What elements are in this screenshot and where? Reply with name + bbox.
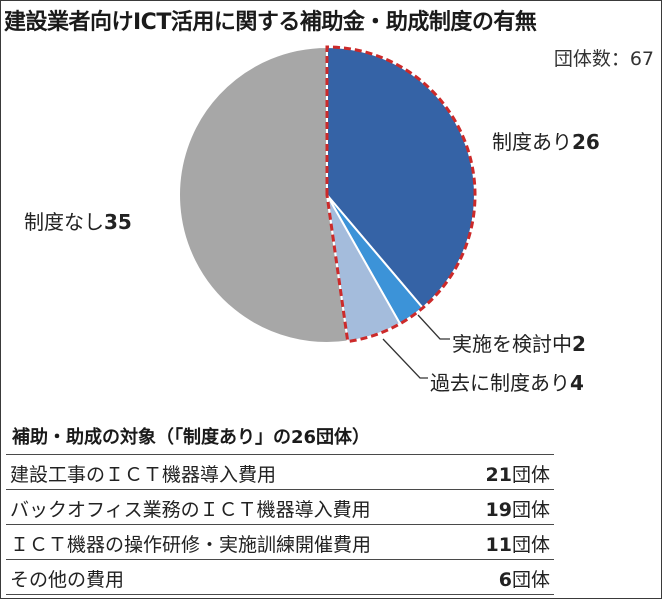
label-nashi: 制度なし35 <box>24 206 132 235</box>
targets-heading: 補助・助成の対象（「制度あり」の26団体） <box>12 427 371 448</box>
table-row: ＩＣＴ機器の操作研修・実施訓練開催費用 11団体 <box>6 525 554 560</box>
label-nashi-name: 制度なし <box>24 210 104 234</box>
row-value: 21団体 <box>485 464 550 486</box>
label-ari: 制度あり26 <box>492 126 600 155</box>
label-kako: 過去に制度あり4 <box>430 367 584 396</box>
highlight-outline <box>325 45 477 344</box>
label-kento: 実施を検討中2 <box>452 328 586 357</box>
chart-title: 建設業者向けICT活用に関する補助金・助成制度の有無 <box>4 10 537 35</box>
row-value: 19団体 <box>485 499 550 521</box>
label-ari-name: 制度あり <box>492 130 572 154</box>
table-row: バックオフィス業務のＩＣＴ機器導入費用 19団体 <box>6 490 554 525</box>
pie-chart <box>178 45 477 379</box>
row-name: その他の費用 <box>10 569 125 591</box>
table-row: その他の費用 6団体 <box>6 560 554 595</box>
label-nashi-value: 35 <box>104 210 132 234</box>
label-kento-name: 実施を検討中 <box>452 332 572 356</box>
label-ari-value: 26 <box>572 130 600 154</box>
label-kento-value: 2 <box>572 332 586 356</box>
row-name: バックオフィス業務のＩＣＴ機器導入費用 <box>10 499 371 521</box>
row-value: 6団体 <box>498 569 550 591</box>
leader-line-kento <box>417 314 450 340</box>
label-kako-value: 4 <box>570 371 584 395</box>
pie-slice <box>178 45 349 344</box>
group-count: 団体数：67 <box>553 48 654 70</box>
row-name: ＩＣＴ機器の操作研修・実施訓練開催費用 <box>10 534 372 556</box>
targets-table: 建設工事のＩＣＴ機器導入費用 21団体 バックオフィス業務のＩＣＴ機器導入費用 … <box>6 454 554 595</box>
label-kako-name: 過去に制度あり <box>430 371 570 395</box>
row-name: 建設工事のＩＣＴ機器導入費用 <box>10 464 277 486</box>
table-row: 建設工事のＩＣＴ機器導入費用 21団体 <box>6 454 554 490</box>
row-value: 11団体 <box>485 534 550 556</box>
leader-line-kako <box>382 338 428 379</box>
